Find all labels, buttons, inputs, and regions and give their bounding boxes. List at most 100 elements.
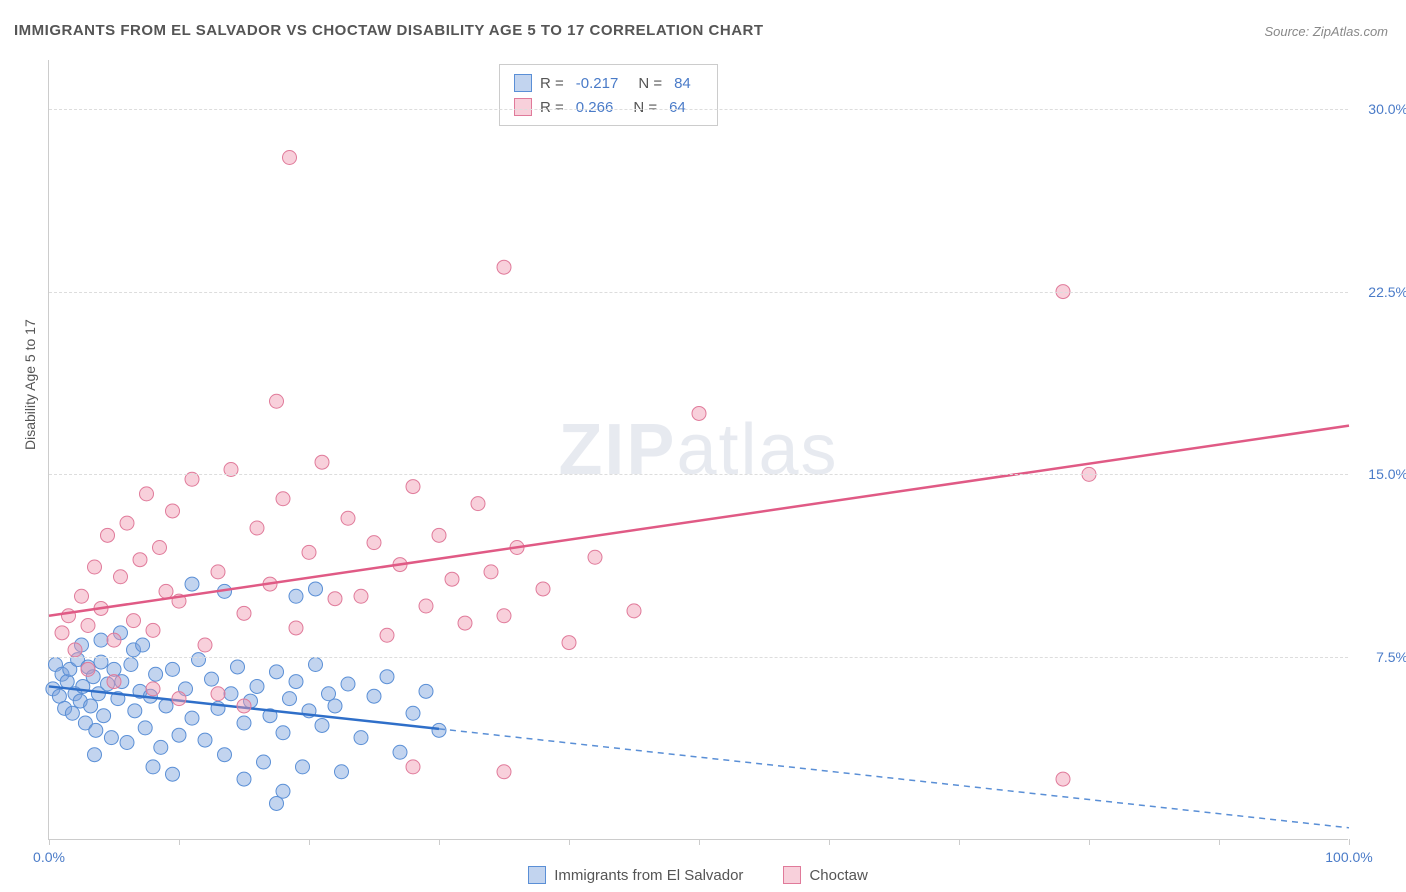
y-axis-label: Disability Age 5 to 17 [22, 319, 38, 450]
scatter-point [283, 151, 297, 165]
scatter-point [237, 772, 251, 786]
scatter-point [458, 616, 472, 630]
x-tick [1219, 839, 1220, 845]
scatter-point [302, 545, 316, 559]
scatter-point [218, 748, 232, 762]
scatter-point [283, 692, 297, 706]
scatter-point [166, 767, 180, 781]
scatter-point [124, 658, 138, 672]
scatter-point [445, 572, 459, 586]
x-tick [439, 839, 440, 845]
scatter-point [257, 755, 271, 769]
scatter-point [289, 589, 303, 603]
scatter-point [484, 565, 498, 579]
scatter-point [471, 497, 485, 511]
y-tick-label: 22.5% [1353, 284, 1406, 300]
scatter-point [224, 687, 238, 701]
scatter-point [192, 653, 206, 667]
scatter-point [250, 679, 264, 693]
scatter-point [419, 599, 433, 613]
x-tick [49, 839, 50, 845]
scatter-point [393, 745, 407, 759]
scatter-point [149, 667, 163, 681]
scatter-point [198, 638, 212, 652]
scatter-point [172, 692, 186, 706]
plot-svg [49, 60, 1348, 839]
scatter-point [133, 553, 147, 567]
trend-line-dashed [439, 729, 1349, 828]
scatter-point [367, 689, 381, 703]
correlation-chart: IMMIGRANTS FROM EL SALVADOR VS CHOCTAW D… [0, 0, 1406, 892]
scatter-point [120, 736, 134, 750]
scatter-point [185, 711, 199, 725]
x-tick-label: 100.0% [1325, 849, 1372, 865]
scatter-point [315, 455, 329, 469]
scatter-point [101, 528, 115, 542]
scatter-point [328, 592, 342, 606]
scatter-point [81, 619, 95, 633]
scatter-point [250, 521, 264, 535]
scatter-point [88, 560, 102, 574]
scatter-point [136, 638, 150, 652]
scatter-point [335, 765, 349, 779]
scatter-point [198, 733, 212, 747]
scatter-point [328, 699, 342, 713]
scatter-point [211, 687, 225, 701]
scatter-point [68, 643, 82, 657]
scatter-point [205, 672, 219, 686]
scatter-point [627, 604, 641, 618]
scatter-point [237, 699, 251, 713]
legend-label: Immigrants from El Salvador [554, 867, 743, 884]
legend-swatch [783, 866, 801, 884]
scatter-point [153, 541, 167, 555]
scatter-point [138, 721, 152, 735]
scatter-point [270, 394, 284, 408]
scatter-point [88, 748, 102, 762]
scatter-point [107, 633, 121, 647]
scatter-point [237, 716, 251, 730]
scatter-point [406, 760, 420, 774]
scatter-point [172, 728, 186, 742]
scatter-point [114, 570, 128, 584]
y-tick-label: 7.5% [1353, 649, 1406, 665]
scatter-point [154, 740, 168, 754]
scatter-point [237, 606, 251, 620]
scatter-point [146, 623, 160, 637]
scatter-point [497, 765, 511, 779]
legend-item: Choctaw [783, 866, 867, 884]
plot-area: ZIPatlas R =-0.217N =84R =0.266N =64 7.5… [48, 60, 1348, 840]
scatter-point [309, 582, 323, 596]
scatter-point [140, 487, 154, 501]
chart-title: IMMIGRANTS FROM EL SALVADOR VS CHOCTAW D… [14, 22, 764, 39]
gridline [49, 109, 1348, 110]
scatter-point [62, 609, 76, 623]
scatter-point [107, 675, 121, 689]
scatter-point [341, 511, 355, 525]
y-tick-label: 30.0% [1353, 101, 1406, 117]
scatter-point [289, 675, 303, 689]
scatter-point [341, 677, 355, 691]
x-tick [829, 839, 830, 845]
y-tick-label: 15.0% [1353, 466, 1406, 482]
scatter-point [406, 480, 420, 494]
scatter-point [406, 706, 420, 720]
trend-line [49, 426, 1349, 616]
scatter-point [588, 550, 602, 564]
scatter-point [354, 731, 368, 745]
scatter-point [65, 706, 79, 720]
scatter-point [432, 723, 446, 737]
scatter-point [270, 665, 284, 679]
legend-series: Immigrants from El Salvador Choctaw [48, 866, 1348, 884]
scatter-point [367, 536, 381, 550]
x-tick [179, 839, 180, 845]
scatter-point [81, 662, 95, 676]
gridline [49, 474, 1348, 475]
scatter-point [159, 699, 173, 713]
scatter-point [276, 492, 290, 506]
scatter-point [120, 516, 134, 530]
scatter-point [89, 723, 103, 737]
x-tick [699, 839, 700, 845]
x-tick [959, 839, 960, 845]
scatter-point [60, 675, 74, 689]
scatter-point [104, 731, 118, 745]
